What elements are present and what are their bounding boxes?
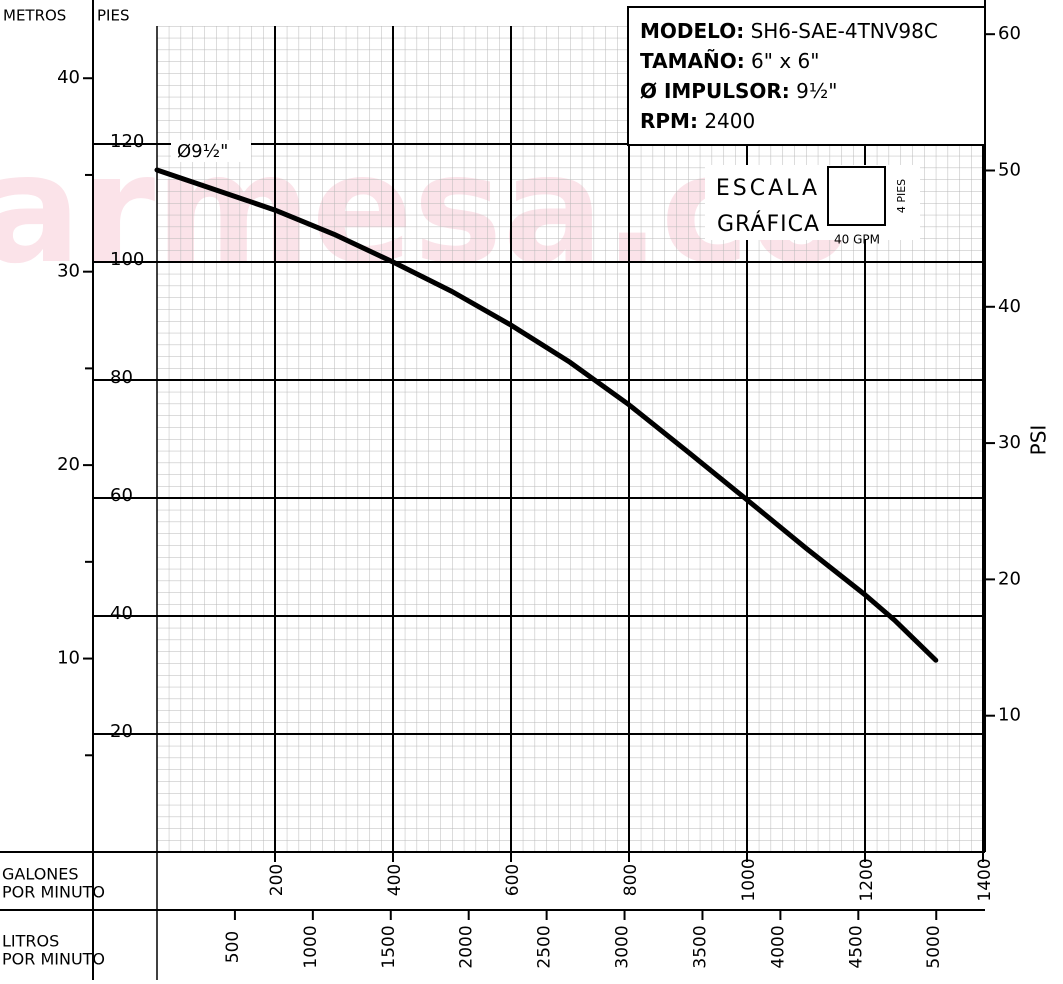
lpm-label: LITROS bbox=[2, 932, 59, 951]
info-line: RPM: 2400 bbox=[640, 109, 755, 133]
lpm-tick-label: 3500 bbox=[690, 925, 710, 968]
minor-grid bbox=[157, 26, 983, 852]
plot: 200 400 600 800 1000 1200 1400 20 40 60 80 100 120 10… bbox=[57, 23, 1021, 968]
y-tick-label: 120 bbox=[110, 131, 144, 152]
x-label: GALONES bbox=[2, 865, 79, 884]
lpm-tick-label: 500 bbox=[223, 931, 243, 963]
y-label: PIES bbox=[97, 7, 129, 25]
y-tick-label: 40 bbox=[110, 603, 133, 624]
info-key: RPM: bbox=[640, 109, 698, 133]
lpm-tick-label: 4000 bbox=[768, 925, 788, 968]
y2-tick-label: 10 bbox=[998, 705, 1021, 726]
x-tick-label: 400 bbox=[385, 864, 405, 896]
info-line: Ø IMPULSOR: 9½" bbox=[640, 79, 837, 103]
curve-label-bg bbox=[171, 139, 251, 162]
meters-label: METROS bbox=[3, 7, 66, 25]
curve bbox=[154, 167, 939, 663]
lpm-label: POR MINUTO bbox=[2, 950, 105, 969]
info-value: 9½" bbox=[796, 79, 837, 103]
x-tick-label: 1200 bbox=[857, 858, 877, 901]
y-tick-label: 60 bbox=[110, 485, 133, 506]
meters-tick-label: 30 bbox=[57, 261, 80, 282]
x-tick-label: 1000 bbox=[739, 858, 759, 901]
y2-tick-label: 30 bbox=[998, 432, 1021, 453]
info-value: SH6-SAE-4TNV98C bbox=[751, 19, 938, 43]
info-value: 2400 bbox=[704, 109, 755, 133]
y-tick-label: 20 bbox=[110, 721, 133, 742]
lpm-tick-label: 2500 bbox=[535, 925, 555, 968]
info-box bbox=[627, 6, 986, 146]
curve-label: Ø9½" bbox=[177, 141, 228, 162]
info-key: Ø IMPULSOR: bbox=[640, 79, 790, 103]
x-tick-label: 1400 bbox=[975, 858, 995, 901]
info-key: TAMAÑO: bbox=[640, 49, 745, 73]
y2-tick-label: 40 bbox=[998, 296, 1021, 317]
info-key: MODELO: bbox=[640, 19, 744, 43]
x-label: POR MINUTO bbox=[2, 883, 105, 902]
x-tick-label: 800 bbox=[621, 864, 641, 896]
y-tick-label: 100 bbox=[110, 249, 144, 270]
info-value: 6" x 6" bbox=[751, 49, 819, 73]
lpm-tick-label: 1500 bbox=[379, 925, 399, 968]
scale-title: GRÁFICA bbox=[717, 211, 820, 237]
scale-title: ESCALA bbox=[716, 176, 820, 201]
lpm-tick-label: 3000 bbox=[613, 925, 633, 968]
meters-tick-label: 20 bbox=[57, 454, 80, 475]
info-line: TAMAÑO: 6" x 6" bbox=[640, 49, 819, 73]
y2-tick-label: 60 bbox=[998, 23, 1021, 44]
scale-height: 4 PIES bbox=[895, 179, 908, 213]
info-line: MODELO: SH6-SAE-4TNV98C bbox=[640, 19, 938, 43]
y-tick-label: 80 bbox=[110, 367, 133, 388]
scale-square bbox=[827, 166, 886, 226]
lpm-tick-label: 1000 bbox=[301, 925, 321, 968]
y2-label: PSI bbox=[1027, 425, 1051, 456]
scale-width: 40 GPM bbox=[834, 233, 880, 247]
y2-tick-label: 20 bbox=[998, 568, 1021, 589]
lpm-tick-label: 2000 bbox=[457, 925, 477, 968]
lpm-tick-label: 4500 bbox=[846, 925, 866, 968]
y2-tick-label: 50 bbox=[998, 159, 1021, 180]
x-tick-label: 200 bbox=[267, 864, 287, 896]
meters-tick-label: 40 bbox=[57, 67, 80, 88]
lpm-tick-label: 5000 bbox=[924, 925, 944, 968]
meters-tick-label: 10 bbox=[57, 648, 80, 669]
x-tick-label: 600 bbox=[503, 864, 523, 896]
